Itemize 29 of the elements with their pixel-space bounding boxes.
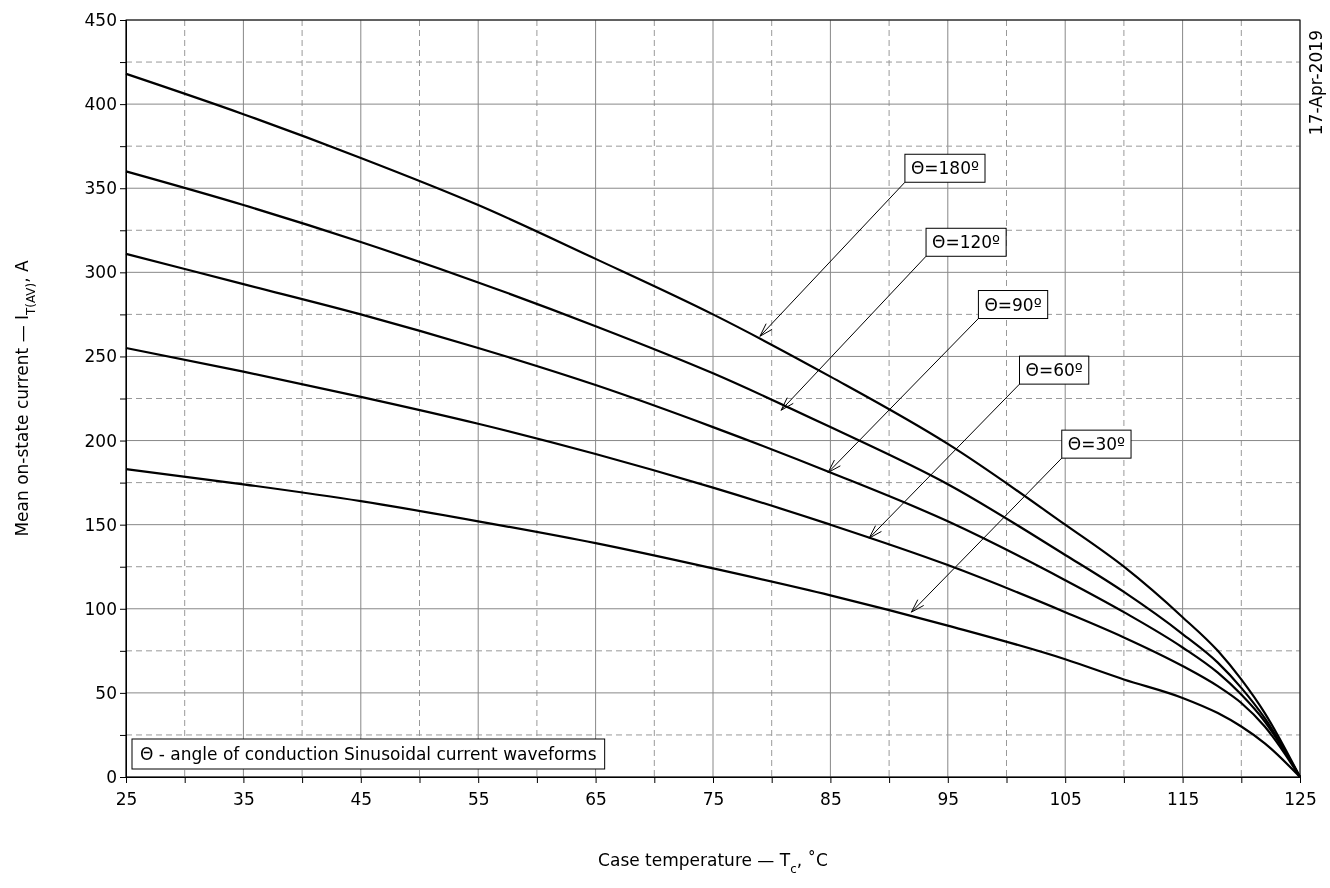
y-tick-label: 300 <box>84 262 117 283</box>
x-tick-label: 45 <box>350 788 373 809</box>
y-tick-label: 250 <box>84 346 117 367</box>
annotation: Θ - angle of conduction Sinusoidal current waveforms <box>140 744 597 764</box>
y-tick-label: 450 <box>84 9 117 30</box>
x-tick-label: 95 <box>937 788 960 809</box>
annotation: Θ=30º <box>1067 434 1126 455</box>
x-tick-label: 75 <box>702 788 725 809</box>
annotation: Θ=60º <box>1025 360 1083 381</box>
y-tick-label: 100 <box>84 598 117 619</box>
annotation: Θ=90º <box>984 294 1042 315</box>
x-tick-label: 55 <box>467 788 490 809</box>
annotation: Θ=180º <box>910 158 980 179</box>
x-tick-label: 125 <box>1284 788 1317 809</box>
y-tick-label: 200 <box>84 430 117 451</box>
annotation: Θ=120º <box>932 232 1001 253</box>
x-tick-label: 25 <box>115 788 138 809</box>
y-tick-label: 400 <box>84 94 117 115</box>
x-tick-label: 105 <box>1049 788 1082 809</box>
y-tick-label: 350 <box>84 178 117 199</box>
x-tick-label: 115 <box>1166 788 1200 809</box>
y-tick-label: 150 <box>84 514 117 535</box>
x-tick-label: 35 <box>233 788 255 809</box>
x-tick-label: 85 <box>820 788 842 809</box>
y-tick-label: 0 <box>106 766 117 787</box>
text: 17-Apr-2019 <box>1306 30 1326 136</box>
y-tick-label: 50 <box>95 682 117 703</box>
x-tick-label: 65 <box>585 788 607 809</box>
x-axis-title: Case temperature — T$_{c}$, ˚C <box>598 850 828 876</box>
